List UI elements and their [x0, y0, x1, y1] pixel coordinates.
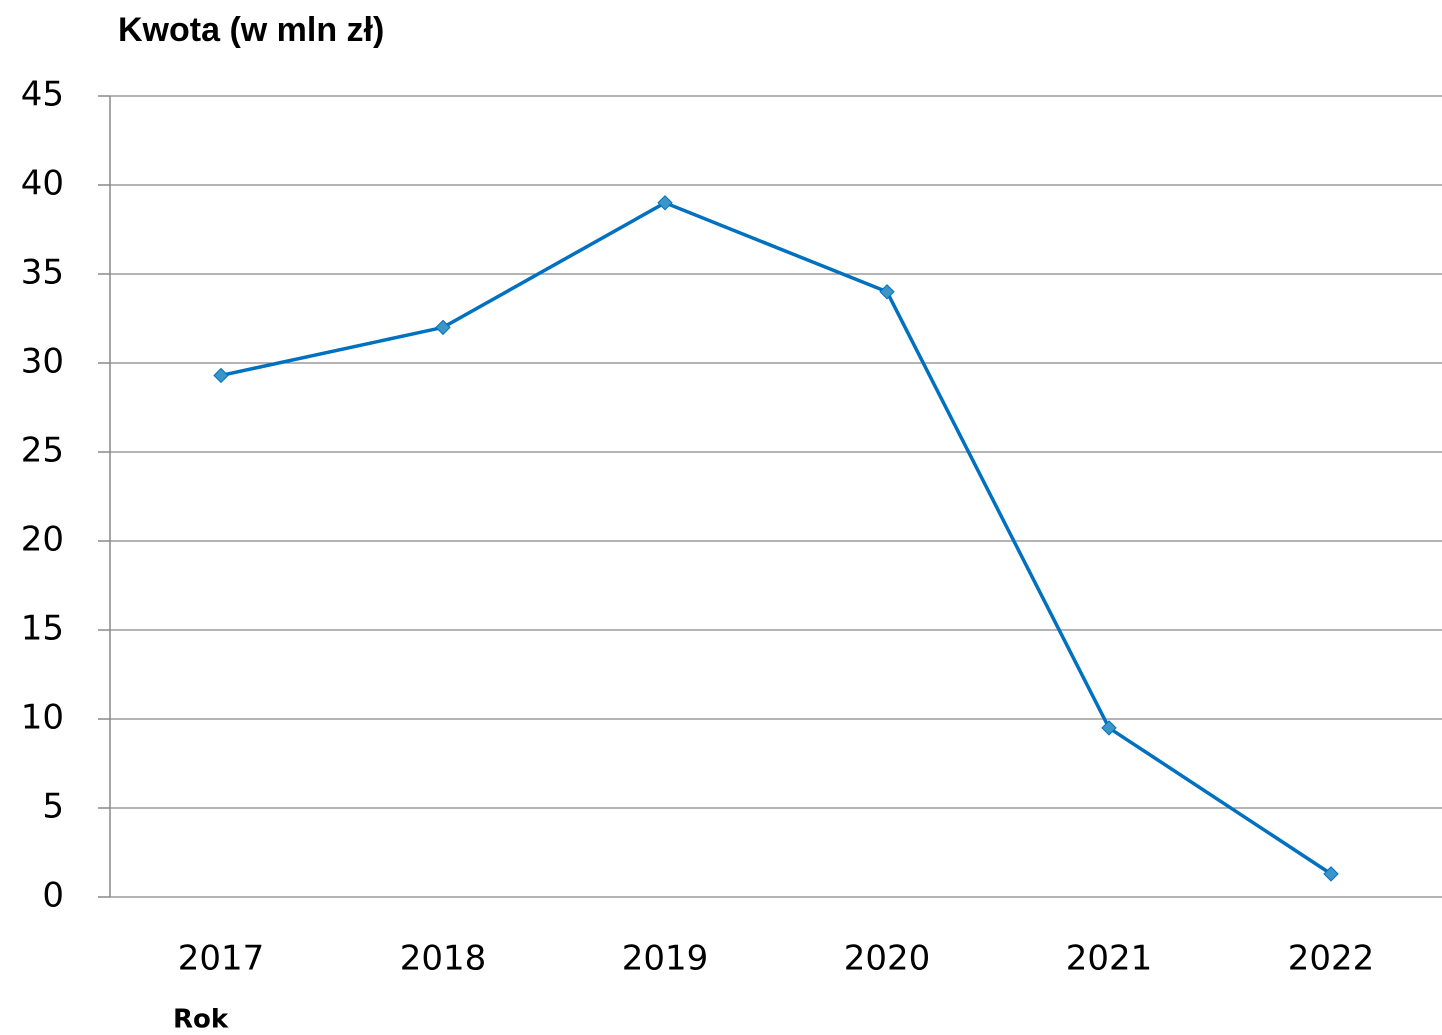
x-axis-title: Rok	[173, 1005, 229, 1035]
y-tick-label: 35	[21, 253, 64, 293]
x-tick-label: 2018	[400, 939, 487, 979]
marker	[213, 367, 229, 384]
y-tick-label: 20	[21, 520, 64, 560]
y-tick-label: 15	[21, 609, 64, 649]
y-tick-label: 0	[42, 876, 64, 916]
y-tick-label: 5	[42, 787, 64, 827]
line	[220, 200, 1332, 876]
marker	[435, 319, 451, 336]
x-tick-label: 2017	[178, 939, 265, 979]
y-tick-label: 10	[21, 698, 64, 738]
y-tick-label: 45	[21, 75, 64, 115]
marker	[1101, 720, 1117, 736]
x-tick-label: 2022	[1288, 939, 1375, 979]
x-tick-label: 2019	[622, 939, 709, 979]
y-tick-label: 40	[21, 164, 64, 204]
x-tick-label: 2020	[844, 939, 931, 979]
marker	[657, 195, 673, 211]
x-tick-label: 2021	[1066, 939, 1153, 979]
y-tick-label: 25	[21, 431, 64, 471]
y-axis-title: Kwota (w mln zł)	[118, 11, 384, 49]
y-tick-label: 30	[21, 342, 64, 382]
marker	[879, 284, 895, 300]
marker	[1323, 866, 1339, 882]
